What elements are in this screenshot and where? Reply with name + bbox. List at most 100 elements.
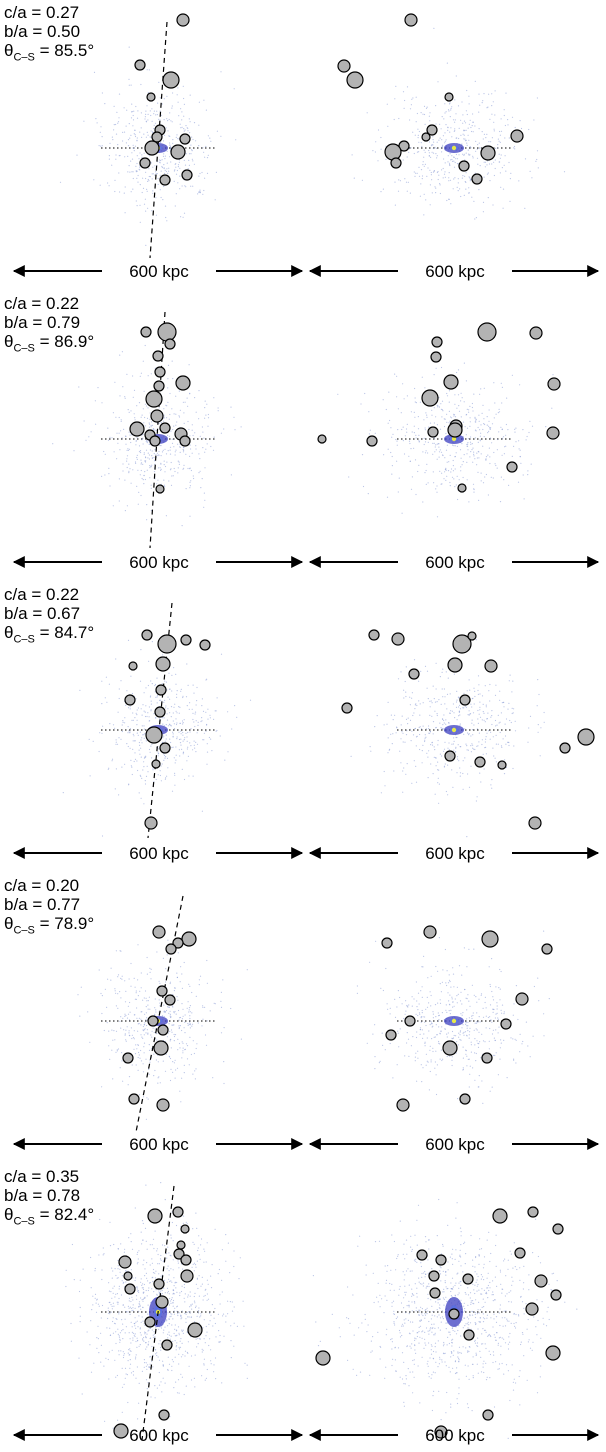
- halo-particle: [428, 442, 429, 443]
- halo-particle: [447, 970, 448, 971]
- halo-particle: [113, 1306, 114, 1307]
- halo-particle: [453, 743, 454, 744]
- halo-particle: [499, 141, 500, 142]
- halo-particle: [139, 1094, 140, 1095]
- halo-particle: [392, 743, 393, 744]
- halo-particle: [174, 757, 175, 758]
- halo-particle: [161, 765, 162, 766]
- halo-particle: [400, 1336, 401, 1337]
- halo-particle: [469, 690, 470, 691]
- halo-particle: [172, 143, 173, 144]
- halo-particle: [141, 1243, 142, 1244]
- halo-particle: [142, 1307, 143, 1308]
- halo-particle: [143, 1071, 144, 1072]
- halo-particle: [396, 441, 397, 442]
- halo-particle: [157, 702, 158, 703]
- halo-particle: [453, 445, 454, 446]
- halo-particle: [339, 1327, 340, 1328]
- halo-particle: [417, 173, 418, 174]
- halo-particle: [194, 397, 195, 398]
- halo-particle: [465, 744, 466, 745]
- halo-particle: [148, 1069, 149, 1070]
- halo-particle: [519, 1051, 520, 1052]
- halo-particle: [194, 748, 195, 749]
- halo-particle: [138, 995, 139, 996]
- halo-particle: [416, 736, 417, 737]
- halo-particle: [470, 1304, 471, 1305]
- halo-particle: [126, 1326, 127, 1327]
- halo-particle: [207, 1293, 208, 1294]
- halo-particle: [177, 690, 178, 691]
- halo-particle: [414, 171, 415, 172]
- halo-particle: [472, 462, 473, 463]
- halo-particle: [419, 176, 420, 177]
- halo-particle: [427, 452, 428, 453]
- halo-particle: [435, 123, 436, 124]
- halo-particle: [137, 1031, 138, 1032]
- halo-particle: [456, 701, 457, 702]
- halo-particle: [472, 125, 473, 126]
- halo-particle: [406, 1042, 407, 1043]
- halo-particle: [443, 1305, 444, 1306]
- halo-particle: [133, 740, 134, 741]
- halo-particle: [127, 1026, 128, 1027]
- halo-particle: [202, 447, 203, 448]
- halo-particle: [140, 1328, 141, 1329]
- halo-particle: [176, 973, 177, 974]
- halo-particle: [469, 787, 470, 788]
- halo-particle: [140, 775, 141, 776]
- halo-particle: [128, 730, 129, 731]
- halo-particle: [491, 991, 492, 992]
- halo-particle: [174, 1308, 175, 1309]
- halo-particle: [183, 722, 184, 723]
- halo-particle: [136, 1354, 137, 1355]
- halo-particle: [215, 1003, 216, 1004]
- halo-particle: [169, 712, 170, 713]
- halo-particle: [534, 986, 535, 987]
- halo-particle: [172, 92, 173, 93]
- halo-particle: [434, 443, 435, 444]
- halo-particle: [535, 1219, 536, 1220]
- halo-particle: [137, 182, 138, 183]
- halo-particle: [419, 727, 420, 728]
- halo-particle: [113, 1030, 114, 1031]
- halo-particle: [189, 364, 190, 365]
- halo-particle: [154, 1007, 155, 1008]
- halo-particle: [448, 155, 449, 156]
- halo-particle: [451, 744, 452, 745]
- halo-particle: [146, 1006, 147, 1007]
- halo-particle: [168, 1318, 169, 1319]
- halo-particle: [141, 1011, 142, 1012]
- halo-particle: [122, 976, 123, 977]
- halo-particle: [479, 714, 480, 715]
- halo-particle: [131, 1269, 132, 1270]
- halo-particle: [405, 1014, 406, 1015]
- halo-particle: [134, 130, 135, 131]
- halo-particle: [119, 1269, 120, 1270]
- halo-particle: [491, 715, 492, 716]
- halo-particle: [492, 423, 493, 424]
- halo-particle: [243, 1326, 244, 1327]
- halo-particle: [157, 695, 158, 696]
- halo-particle: [447, 992, 448, 993]
- satellite-galaxy: [155, 367, 165, 377]
- halo-particle: [137, 1291, 138, 1292]
- halo-particle: [196, 687, 197, 688]
- halo-particle: [434, 711, 435, 712]
- halo-particle: [176, 1225, 177, 1226]
- halo-particle: [177, 170, 178, 171]
- halo-particle: [243, 1301, 244, 1302]
- halo-particle: [485, 739, 486, 740]
- halo-particle: [199, 1254, 200, 1255]
- halo-particle: [416, 1288, 417, 1289]
- halo-particle: [150, 412, 151, 413]
- halo-particle: [174, 775, 175, 776]
- halo-particle: [452, 998, 453, 999]
- halo-particle: [485, 1302, 486, 1303]
- halo-particle: [135, 1308, 136, 1309]
- halo-particle: [474, 1052, 475, 1053]
- halo-particle: [119, 991, 120, 992]
- halo-particle: [134, 1323, 135, 1324]
- halo-particle: [149, 424, 150, 425]
- halo-particle: [202, 739, 203, 740]
